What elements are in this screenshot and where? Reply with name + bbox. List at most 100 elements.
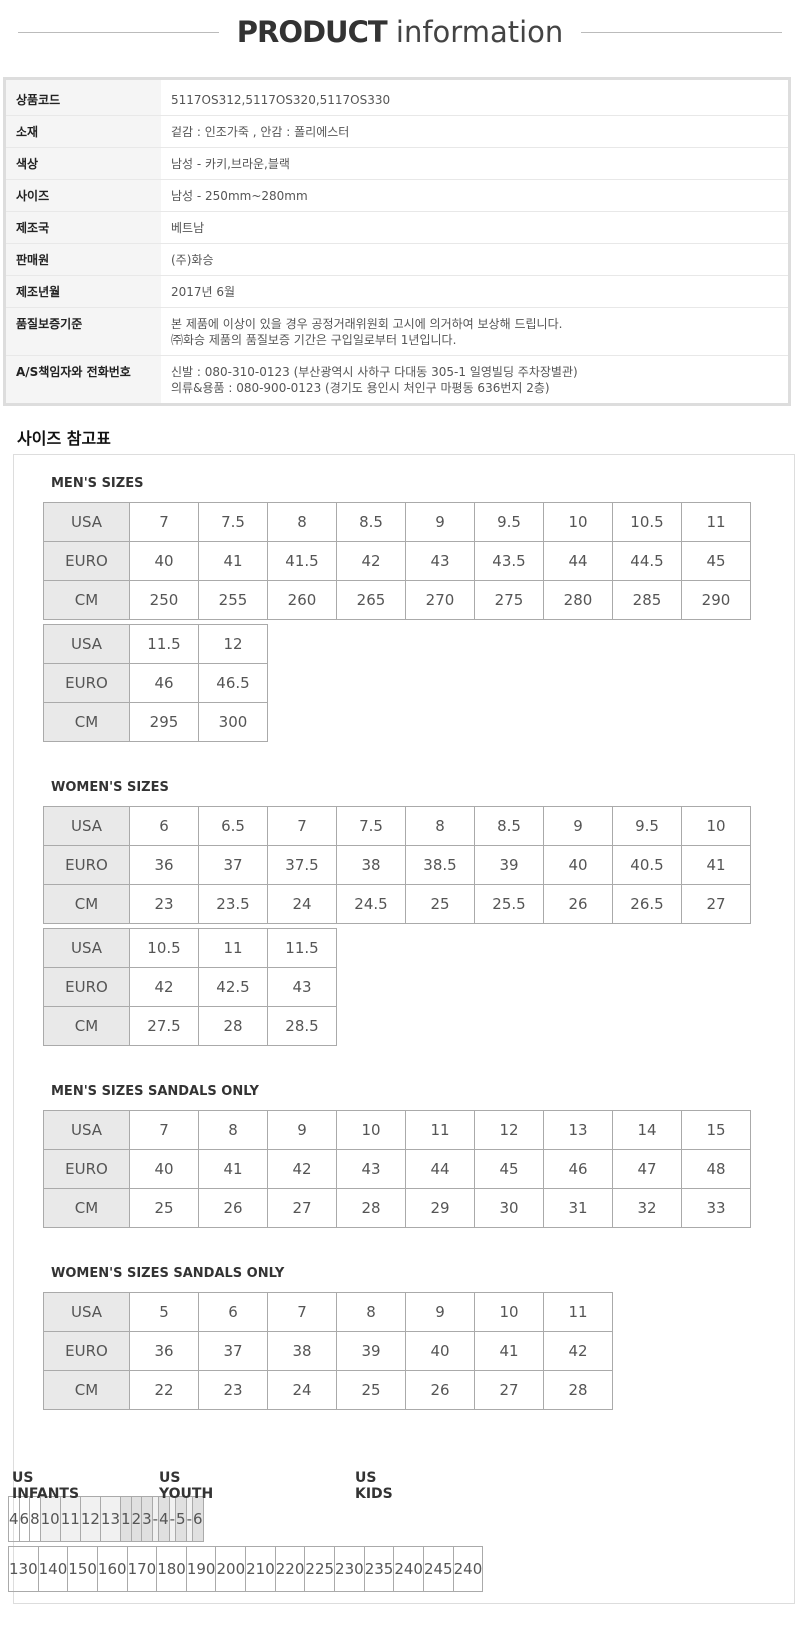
size-table-title: WOMEN'S SIZES SANDALS ONLY [51, 1266, 285, 1281]
size-row: USA 11.5 12 [43, 624, 268, 664]
info-row: 품질보증기준 본 제품에 이상이 있을 경우 공정거래위원회 고시에 의거하여 보… [4, 307, 790, 356]
info-value: 겉감 : 인조가죽 , 안감 : 폴리에스터 [161, 115, 790, 148]
kids-group-label: US KIDS [355, 1470, 393, 1502]
info-row: 판매원 (주)화승 [4, 243, 790, 276]
info-value: 본 제품에 이상이 있을 경우 공정거래위원회 고시에 의거하여 보상해 드립니… [161, 307, 790, 356]
size-cell: 43 [267, 967, 337, 1007]
size-cell: 39 [474, 845, 544, 885]
size-cell: 10 [681, 806, 751, 846]
size-cell: 46 [129, 663, 199, 703]
size-cell: 38 [267, 1331, 337, 1371]
size-row-header: EURO [43, 967, 130, 1007]
size-cell: 45 [681, 541, 751, 581]
kids-cm-cell: 170 [126, 1546, 158, 1592]
size-cell: 27 [681, 884, 751, 924]
size-cell: 23 [129, 884, 199, 924]
size-table-body: USA 5 6 7 8 9 10 11 EURO 36 37 38 39 40 41 42 CM 22 23 24 25… [43, 1292, 613, 1410]
size-row: USA 6 6.5 7 7.5 8 8.5 9 9.5 10 [43, 806, 751, 846]
kids-cm-cell: 240 [393, 1546, 424, 1592]
size-table-body: USA 6 6.5 7 7.5 8 8.5 9 9.5 10 EURO 36 37 37.5 38 38.5 3… [43, 806, 751, 924]
info-label: 제조년월 [4, 275, 161, 308]
size-cell: 11.5 [267, 928, 337, 968]
size-cell: 31 [543, 1188, 613, 1228]
info-label: 품질보증기준 [4, 307, 161, 356]
size-cell: 42 [543, 1331, 613, 1371]
info-line: ㈜화승 제품의 품질보증 기간은 구입일로부터 1년입니다. [171, 333, 457, 347]
kids-cm-cell: 240 [452, 1546, 484, 1592]
size-cell: 9.5 [474, 502, 544, 542]
size-row: CM 295 300 [43, 702, 268, 742]
info-value: 2017년 6월 [161, 275, 790, 308]
size-cell: 27 [474, 1370, 544, 1410]
size-cell: 46.5 [198, 663, 268, 703]
info-row: 사이즈 남성 - 250mm~280mm [4, 179, 790, 212]
size-cell: 23.5 [198, 884, 268, 924]
size-cell: 7 [267, 806, 337, 846]
size-cell: 41 [198, 1149, 268, 1189]
kids-us-cell: - [151, 1496, 160, 1542]
info-label: 색상 [4, 147, 161, 180]
info-label: 판매원 [4, 243, 161, 276]
info-row: 제조년월 2017년 6월 [4, 275, 790, 308]
size-cell: 30 [474, 1188, 544, 1228]
size-section: MEN'S SIZES SANDALS ONLY USA 7 8 9 10 11 12 13 14… [43, 1082, 751, 1228]
size-row-header: CM [43, 1188, 130, 1228]
info-value: 베트남 [161, 211, 790, 244]
size-cell: 7 [129, 1110, 199, 1150]
size-table: USA 7 7.5 8 8.5 9 9.5 10 10.5 11 EURO 40 41 41.5 42 43 4… [43, 502, 751, 620]
size-cell: 300 [198, 702, 268, 742]
size-cell: 48 [681, 1149, 751, 1189]
size-table: USA 5 6 7 8 9 10 11 EURO 36 37 38 39 40 41 42 CM 22 23 24 25… [43, 1292, 613, 1410]
size-table: USA 6 6.5 7 7.5 8 8.5 9 9.5 10 EURO 36 37 37.5 38 38.5 3… [43, 806, 751, 924]
size-cell: 11.5 [129, 624, 199, 664]
header: PRODUCT information [0, 10, 800, 54]
size-cell: 27.5 [129, 1006, 199, 1046]
size-cell: 26.5 [612, 884, 682, 924]
size-row-header: EURO [43, 845, 130, 885]
size-cell: 43.5 [474, 541, 544, 581]
size-row: CM 27.5 28 28.5 [43, 1006, 337, 1046]
kids-us-cell: 6 [18, 1496, 31, 1542]
size-section: MEN'S SIZES USA 7 7.5 8 8.5 9 9.5 10 10.5 11 EURO 40… [43, 474, 751, 742]
kids-row: 130 140 150 160 170 180 190 200 210 220 225 230 235 2… [8, 1546, 484, 1592]
size-cell: 5 [129, 1292, 199, 1332]
size-cell: 41 [198, 541, 268, 581]
size-cell: 26 [405, 1370, 475, 1410]
info-label: 소재 [4, 115, 161, 148]
kids-cm-cell: 220 [274, 1546, 306, 1592]
size-cell: 22 [129, 1370, 199, 1410]
info-line: 남성 - 250mm~280mm [171, 189, 308, 203]
size-table-body: USA 11.5 12 EURO 46 46.5 CM 295 300 [43, 624, 268, 742]
divider [18, 31, 219, 33]
title-bold: PRODUCT [236, 15, 388, 49]
kids-body: 130 140 150 160 170 180 190 200 210 220 225 230 235 2… [8, 1546, 484, 1592]
size-row-header: CM [43, 702, 130, 742]
size-cell: 38.5 [405, 845, 475, 885]
size-cell: 25 [336, 1370, 406, 1410]
size-cell: 275 [474, 580, 544, 620]
size-cell: 255 [198, 580, 268, 620]
size-cell: 29 [405, 1188, 475, 1228]
kids-us-row: 4 6 8 10 11 12 13 1 2 3-4-5-6 [8, 1496, 204, 1542]
size-row: CM 25 26 27 28 29 30 31 32 33 [43, 1188, 751, 1228]
size-cell: 6.5 [198, 806, 268, 846]
info-line: 베트남 [171, 221, 205, 235]
size-row: CM 250 255 260 265 270 275 280 285 290 [43, 580, 751, 620]
size-row: USA 7 7.5 8 8.5 9 9.5 10 10.5 11 [43, 502, 751, 542]
info-line: 의류&용품 : 080-900-0123 (경기도 용인시 처인구 마평동 63… [171, 381, 550, 395]
size-row: EURO 40 41 42 43 44 45 46 47 48 [43, 1149, 751, 1189]
kids-body: 4 6 8 10 11 12 13 1 2 3-4-5-6 [8, 1496, 204, 1542]
title-light: information [395, 15, 564, 49]
size-table-body: USA 7 8 9 10 11 12 13 14 15 EURO 40 41 42 43 44 45 46 47 48… [43, 1110, 751, 1228]
size-cell: 37 [198, 1331, 268, 1371]
size-cell: 36 [129, 1331, 199, 1371]
kids-us-cell: - [168, 1496, 177, 1542]
size-cell: 27 [267, 1188, 337, 1228]
size-cell: 44 [543, 541, 613, 581]
info-line: (주)화승 [171, 253, 214, 267]
size-cell: 295 [129, 702, 199, 742]
size-row: CM 23 23.5 24 24.5 25 25.5 26 26.5 27 [43, 884, 751, 924]
info-line: 5117OS312,5117OS320,5117OS330 [171, 93, 391, 107]
size-table: USA 10.5 11 11.5 EURO 42 42.5 43 CM 27.5 28 28.5 [43, 928, 337, 1046]
kids-cm-cell: 180 [156, 1546, 187, 1592]
